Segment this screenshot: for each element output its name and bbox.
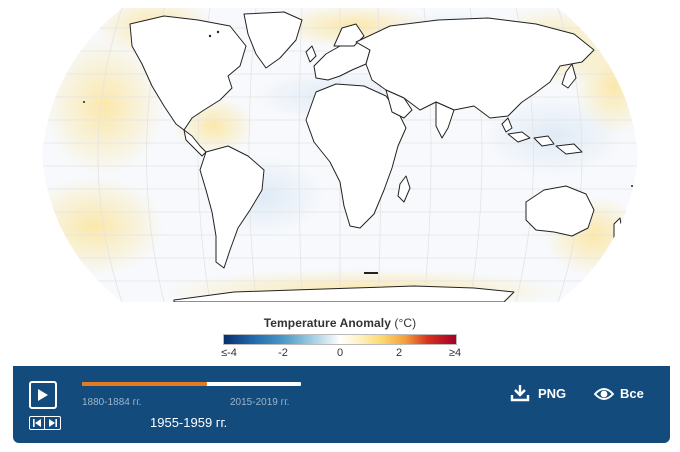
show-all-button[interactable]: Все [594, 386, 644, 401]
show-all-label: Все [620, 386, 644, 401]
playback-controls: 1880-1884 гг. 2015-2019 гг. 1955-1959 гг… [13, 366, 670, 443]
small-features [83, 30, 633, 274]
timeline-slider[interactable] [82, 382, 301, 386]
download-png-label: PNG [538, 385, 567, 401]
legend-title: Temperature Anomaly (°C) [210, 316, 470, 330]
legend-color-ramp [223, 334, 457, 345]
play-button[interactable] [29, 381, 57, 409]
legend-ticks: ≤-4 -2 0 2 ≥4 [210, 347, 470, 361]
legend-tick: -2 [278, 347, 288, 359]
map-canvas [42, 8, 638, 302]
legend-tick: ≤-4 [221, 347, 237, 359]
timeline-end-label: 2015-2019 гг. [230, 397, 290, 408]
map-svg [42, 8, 638, 302]
step-back-icon [33, 419, 41, 427]
continents [129, 11, 623, 302]
legend-tick: 2 [395, 347, 403, 359]
legend-tick: ≥4 [448, 347, 462, 359]
legend-unit: (°C) [394, 316, 417, 330]
timeline-start-label: 1880-1884 гг. [82, 397, 142, 408]
download-png-button[interactable]: PNG [510, 384, 566, 402]
step-forward-icon [48, 419, 57, 427]
legend-tick: 0 [336, 347, 344, 359]
play-icon [38, 389, 48, 401]
color-legend: Temperature Anomaly (°C) ≤-4 -2 0 2 ≥4 [210, 316, 470, 361]
eye-icon [594, 387, 614, 400]
current-period-label: 1955-1959 гг. [150, 415, 228, 430]
world-map [34, 6, 646, 306]
legend-title-text: Temperature Anomaly [263, 316, 391, 330]
step-back-button[interactable] [29, 416, 45, 430]
step-forward-button[interactable] [45, 416, 61, 430]
timeline-progress [82, 382, 207, 386]
download-icon [510, 385, 530, 402]
